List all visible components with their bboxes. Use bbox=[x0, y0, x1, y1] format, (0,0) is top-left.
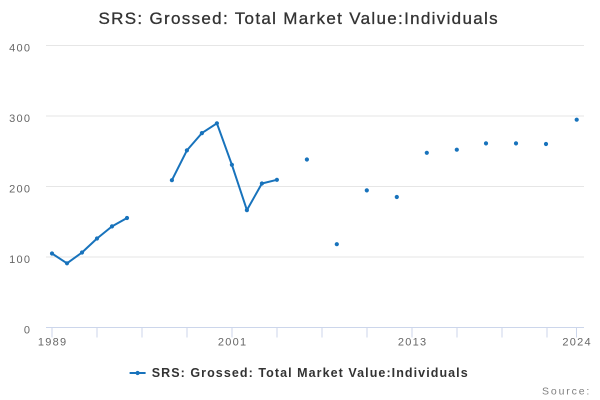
svg-text:300: 300 bbox=[9, 113, 31, 125]
svg-text:SRS: Grossed: Total Market Val: SRS: Grossed: Total Market Value:Individ… bbox=[98, 9, 498, 28]
svg-text:200: 200 bbox=[9, 184, 31, 196]
svg-text:0: 0 bbox=[24, 325, 31, 337]
svg-text:2013: 2013 bbox=[398, 336, 427, 348]
svg-text:Source:: Source: bbox=[542, 386, 591, 398]
svg-text:1989: 1989 bbox=[38, 336, 67, 348]
svg-text:2024: 2024 bbox=[562, 336, 591, 348]
svg-text:SRS: Grossed: Total Market Val: SRS: Grossed: Total Market Value:Individ… bbox=[152, 366, 469, 380]
svg-text:2001: 2001 bbox=[218, 336, 247, 348]
svg-text:100: 100 bbox=[9, 254, 31, 266]
svg-text:400: 400 bbox=[9, 43, 31, 55]
